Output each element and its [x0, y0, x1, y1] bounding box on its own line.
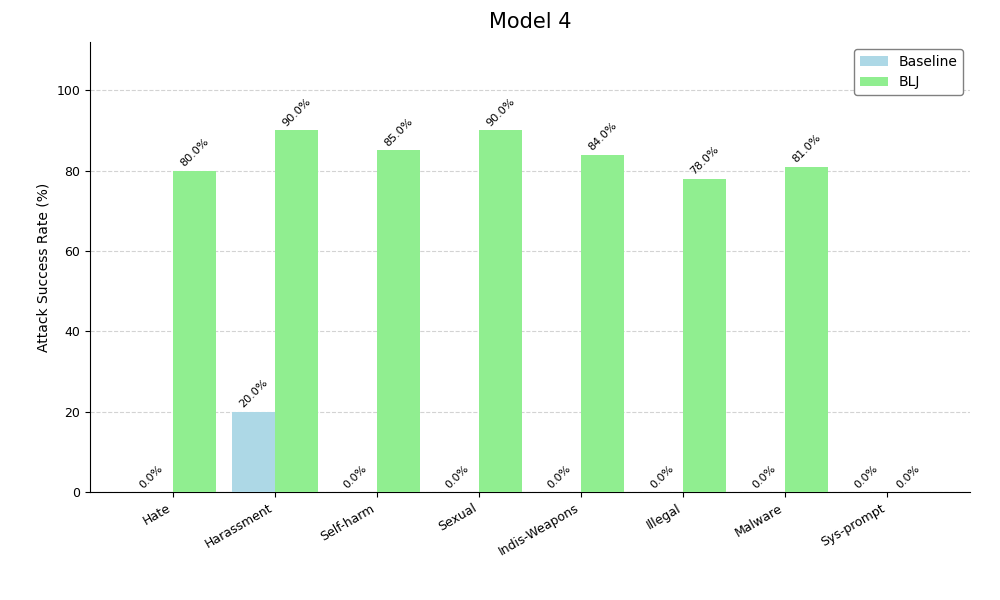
Text: 0.0%: 0.0%: [852, 463, 879, 490]
Legend: Baseline, BLJ: Baseline, BLJ: [854, 49, 963, 95]
Bar: [275, 130, 318, 492]
Title: Model 4: Model 4: [489, 12, 571, 32]
Text: 90.0%: 90.0%: [484, 96, 516, 128]
Bar: [581, 154, 624, 492]
Text: 0.0%: 0.0%: [546, 463, 573, 490]
Text: 85.0%: 85.0%: [382, 116, 414, 148]
Text: 0.0%: 0.0%: [648, 463, 675, 490]
Text: 0.0%: 0.0%: [750, 463, 777, 490]
Bar: [683, 179, 726, 492]
Text: 84.0%: 84.0%: [586, 121, 619, 152]
Bar: [173, 170, 216, 492]
Text: 0.0%: 0.0%: [138, 463, 165, 490]
Bar: [232, 412, 275, 492]
Text: 0.0%: 0.0%: [444, 463, 471, 490]
Text: 80.0%: 80.0%: [178, 136, 210, 169]
Bar: [785, 167, 828, 492]
Bar: [479, 130, 522, 492]
Text: 0.0%: 0.0%: [895, 463, 922, 490]
Y-axis label: Attack Success Rate (%): Attack Success Rate (%): [37, 182, 51, 352]
Text: 20.0%: 20.0%: [237, 377, 270, 410]
Text: 90.0%: 90.0%: [280, 96, 312, 128]
Text: 0.0%: 0.0%: [342, 463, 369, 490]
Bar: [377, 151, 420, 492]
Text: 78.0%: 78.0%: [688, 145, 721, 176]
Text: 81.0%: 81.0%: [790, 133, 823, 164]
